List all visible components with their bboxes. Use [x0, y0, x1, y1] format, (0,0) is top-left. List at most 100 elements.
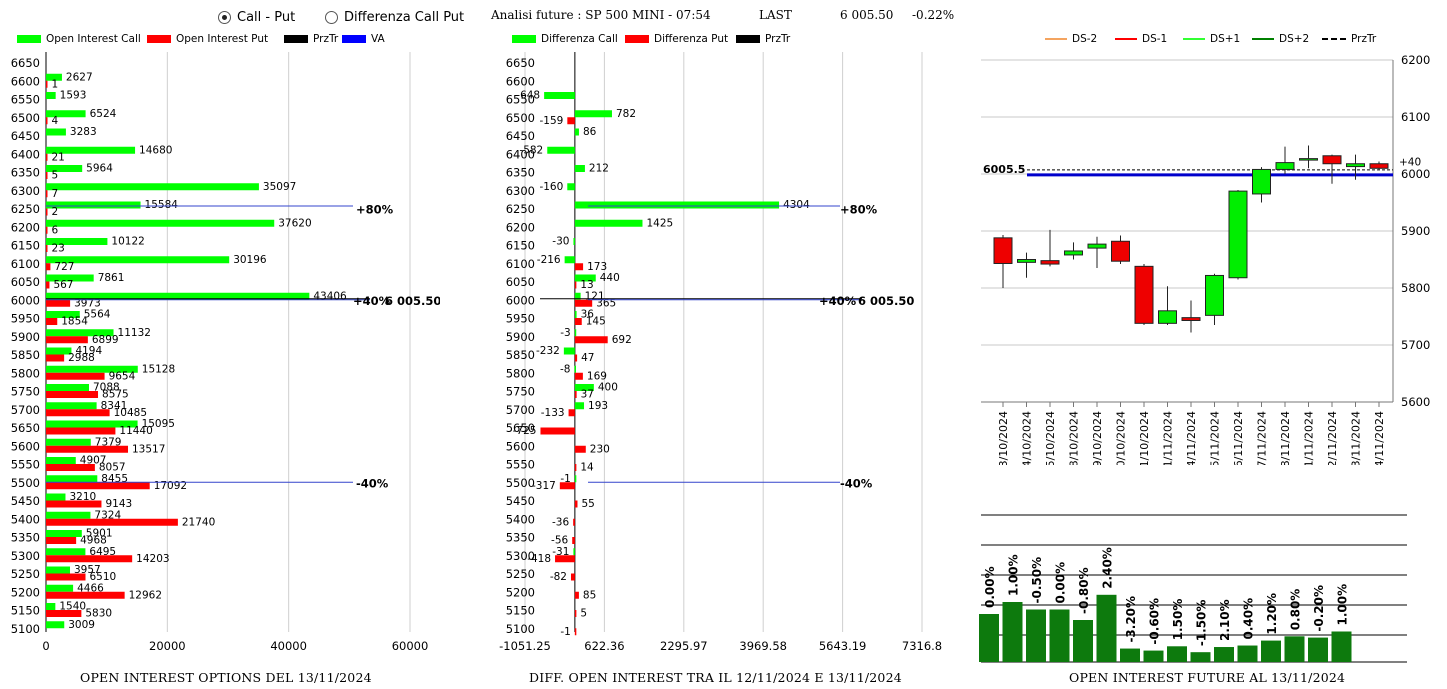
call-bar: [574, 219, 643, 227]
put-bar: [46, 555, 133, 563]
put-bar: [568, 409, 575, 417]
strike-label: 6050: [11, 275, 40, 289]
legend-label: DS-1: [1142, 33, 1168, 45]
oi-future-bar: [1049, 609, 1070, 662]
candle-body: [1017, 259, 1036, 263]
candle-body: [1346, 163, 1365, 168]
legend-item: Open Interest Call: [17, 33, 141, 45]
legend-swatch: [625, 35, 649, 43]
legend-label: Open Interest Put: [176, 33, 269, 45]
bar-value-label: 55: [581, 498, 594, 510]
strike-label: 6050: [506, 275, 535, 289]
legend-label: Differenza Call: [541, 33, 618, 45]
strike-label: 5600: [506, 439, 535, 453]
bar-value-label: 5: [52, 170, 59, 182]
put-bar: [46, 172, 48, 179]
bar-value-label: 14203: [136, 553, 169, 565]
bar-value-label: 4968: [80, 535, 107, 547]
put-bar: [46, 427, 116, 435]
legend-label: VA: [371, 33, 385, 45]
put-bar: [574, 610, 577, 617]
bar-value-label: 36: [581, 309, 595, 321]
bar-value-label: -317: [532, 480, 556, 492]
bar-value-label: 692: [612, 334, 632, 346]
bar-value-label: 7: [52, 188, 59, 200]
put-bar: [46, 610, 82, 617]
bar-value-label: -1: [560, 626, 570, 638]
bar-value-label: 169: [587, 370, 607, 382]
x-tick-label: 11/11/2024: [1303, 411, 1316, 465]
strike-label: 5300: [506, 549, 535, 563]
strike-label: 5250: [506, 567, 535, 581]
call-bar: [574, 110, 612, 118]
y-tick-label: 5600: [1401, 395, 1430, 409]
put-bar: [574, 281, 577, 289]
strike-label: 5350: [506, 531, 535, 545]
put-bar: [574, 445, 586, 453]
call-bar: [46, 457, 76, 464]
legend-item: PrzTr: [1322, 33, 1376, 45]
put-bar: [46, 372, 105, 380]
put-bar: [46, 482, 150, 490]
put-bar: [46, 281, 50, 289]
bar-value-label: 400: [598, 382, 618, 394]
strike-label: 6250: [506, 202, 535, 216]
x-tick-label: 622.36: [584, 639, 624, 653]
call-bar: [46, 274, 94, 282]
annotation-label: +40%: [819, 294, 857, 308]
bar-value-label: 2.40%: [1101, 547, 1115, 589]
strike-label: 5600: [11, 439, 40, 453]
call-bar: [46, 183, 259, 191]
call-bar: [574, 201, 780, 209]
bar-value-label: -0.50%: [1030, 557, 1044, 604]
bar-value-label: 9143: [105, 498, 132, 510]
legend-swatch: [147, 35, 171, 43]
bar-value-label: 37620: [278, 217, 311, 229]
oi-future-bar: [1096, 594, 1117, 662]
bar-value-label: 13517: [132, 443, 165, 455]
legend-swatch: [1322, 38, 1346, 40]
call-bar: [46, 73, 62, 81]
put-bar: [567, 117, 575, 125]
call-bar: [574, 329, 577, 337]
bar-value-label: 5564: [84, 309, 111, 321]
x-tick-label: -1051.25: [499, 639, 551, 653]
legend-swatch: [512, 35, 536, 43]
y-tick-label: 5900: [1401, 224, 1430, 238]
x-tick-label: 13/11/2024: [1350, 411, 1363, 465]
bar-value-label: 10122: [111, 236, 144, 248]
legend-swatch: [736, 35, 760, 43]
put-bar: [46, 573, 86, 581]
legend-swatch: [1115, 38, 1137, 40]
call-bar: [46, 110, 86, 118]
footer-options: OPEN INTEREST OPTIONS DEL 13/11/2024: [80, 670, 372, 685]
oi-future-bar: [979, 614, 999, 662]
x-tick-label: 14/11/2024: [1373, 411, 1386, 465]
bar-value-label: 6899: [92, 334, 119, 346]
radio-call-put[interactable]: Call - Put: [218, 9, 295, 25]
strike-label: 6000: [506, 293, 535, 307]
radio-differenza[interactable]: Differenza Call Put: [325, 9, 464, 25]
y-tick-label: 6200: [1401, 53, 1430, 67]
call-bar: [46, 165, 83, 172]
bar-value-label: 727: [54, 261, 74, 273]
bar-value-label: -1: [560, 473, 570, 485]
call-bar: [564, 256, 575, 264]
legend-swatch: [1252, 38, 1274, 40]
bar-value-label: 13: [580, 279, 593, 291]
strike-label: 5150: [506, 604, 535, 618]
put-bar: [46, 245, 48, 252]
bar-value-label: 35097: [263, 181, 296, 193]
x-tick-label: 31/10/2024: [1138, 411, 1151, 465]
call-bar: [46, 420, 138, 428]
bar-value-label: 11132: [118, 327, 151, 339]
call-bar: [46, 621, 65, 629]
call-bar: [46, 146, 136, 154]
oi-future-bar: [1026, 609, 1046, 662]
legend-item: DS+2: [1252, 33, 1309, 45]
bar-value-label: 440: [600, 272, 620, 284]
bar-value-label: 6510: [89, 571, 116, 583]
strike-label: 6300: [11, 184, 40, 198]
bar-value-label: -0.80%: [1077, 567, 1091, 614]
bar-value-label: -418: [527, 553, 551, 565]
